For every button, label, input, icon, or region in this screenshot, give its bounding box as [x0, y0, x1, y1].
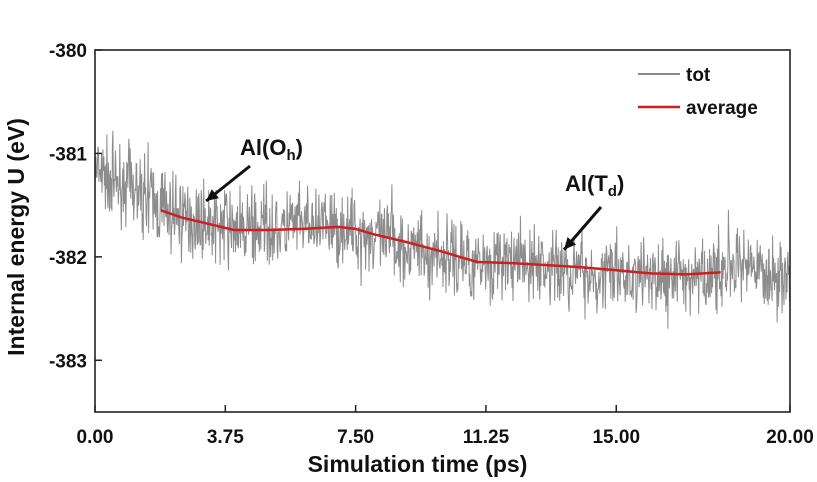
- legend-label-tot: tot: [686, 65, 711, 86]
- y-tick-label: -383: [49, 351, 87, 372]
- y-tick-label: -382: [49, 248, 87, 269]
- y-tick-label: -380: [49, 41, 87, 62]
- series-tot-path: [94, 130, 791, 329]
- series-average-line: [160, 209, 721, 276]
- y-axis: -380 -381 -382 -383: [49, 41, 102, 372]
- x-tick-label: 7.50: [337, 427, 374, 448]
- annotation-arrow-al-oh: [205, 164, 251, 203]
- annotations: Al(Oh) Al(Td): [205, 135, 624, 251]
- plot-frame: [94, 49, 791, 413]
- x-axis: 0.00 3.75 7.50 11.25 15.00 20.00: [77, 405, 814, 448]
- x-axis-title: Simulation time (ps): [308, 451, 528, 477]
- annotation-al-td: Al(Td): [565, 171, 624, 200]
- y-axis-title: Internal energy U (eV): [3, 118, 29, 356]
- x-tick-label: 3.75: [207, 427, 244, 448]
- x-tick-label: 15.00: [592, 427, 640, 448]
- x-tick-label: 0.00: [77, 427, 114, 448]
- legend-label-average: average: [686, 98, 758, 119]
- x-tick-label: 11.25: [463, 427, 510, 448]
- x-tick-label: 20.00: [766, 427, 814, 448]
- annotation-arrow-al-td: [562, 206, 603, 251]
- annotation-al-oh: Al(Oh): [240, 135, 303, 164]
- series-tot-line: [94, 130, 791, 329]
- series-average-path: [160, 209, 721, 276]
- legend: tot average: [638, 65, 758, 119]
- y-tick-label: -381: [49, 144, 87, 165]
